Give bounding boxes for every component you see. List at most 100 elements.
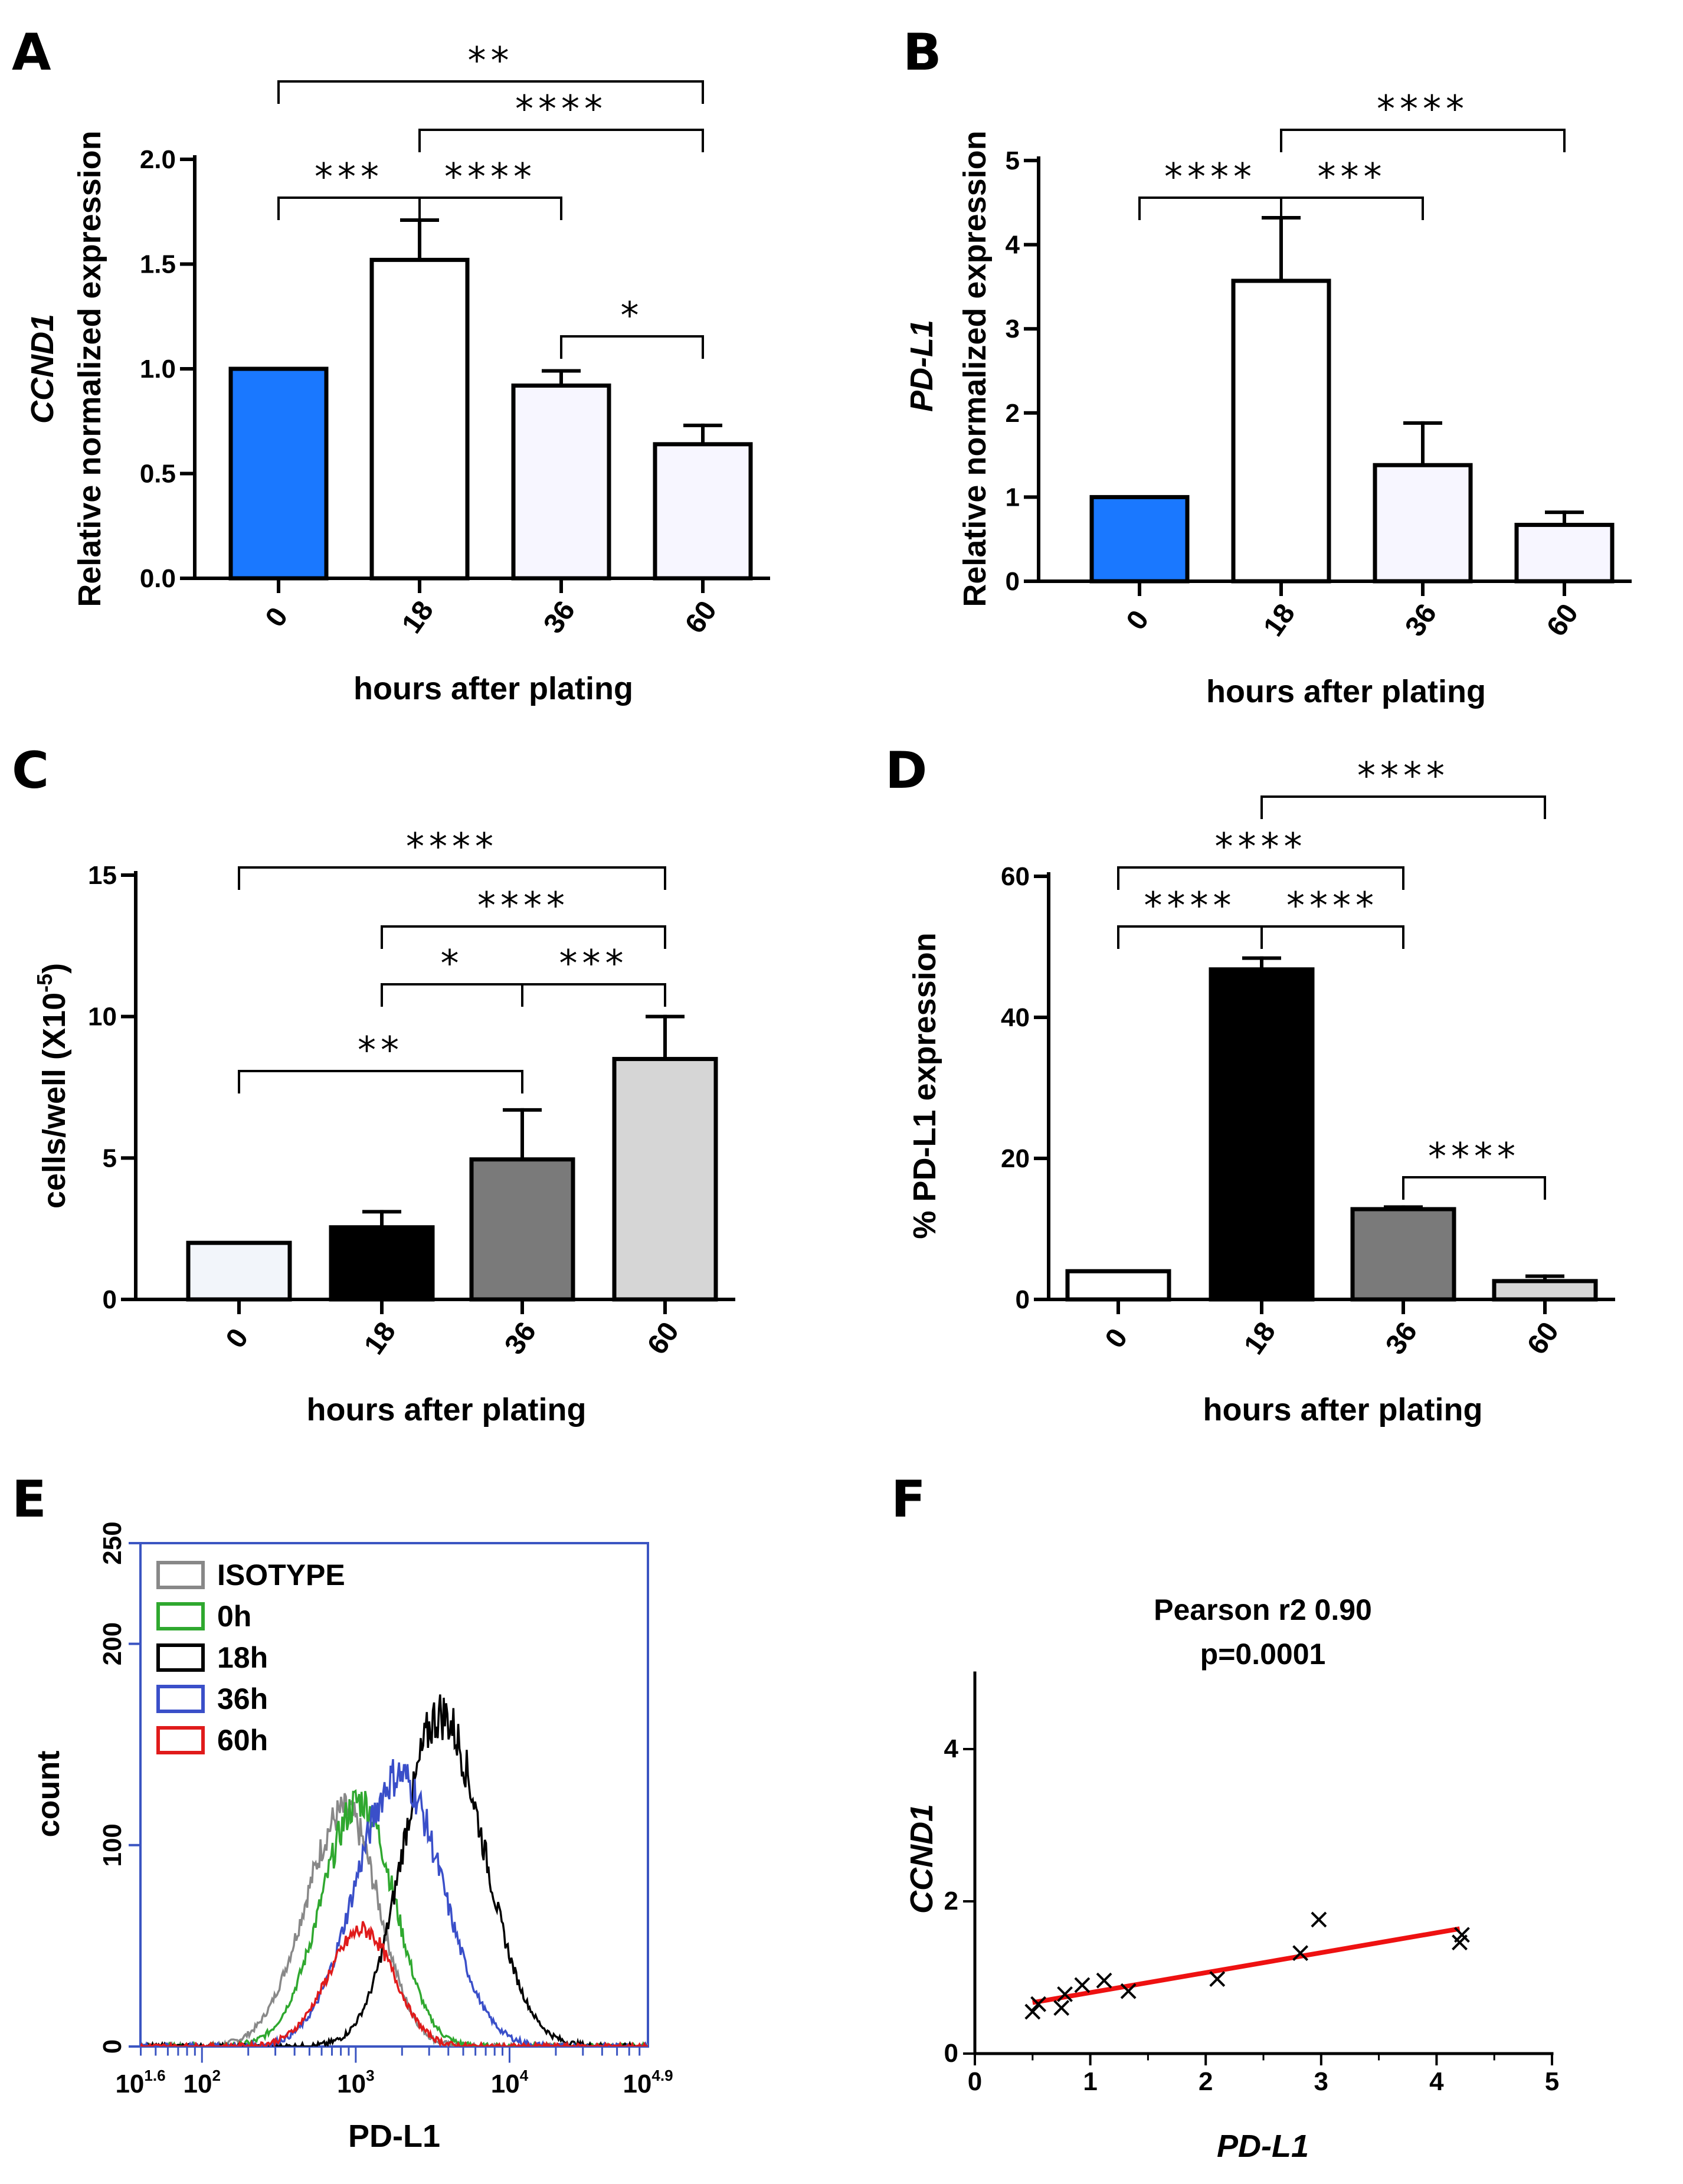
scatter-point: [1030, 1996, 1046, 2012]
x-tick-label: 4: [1429, 2067, 1444, 2096]
y-axis-label: CCND1: [904, 1804, 939, 1914]
bar-0: [228, 366, 329, 581]
point-stroke: [1292, 1945, 1309, 1962]
bar-60: [612, 1057, 718, 1302]
significance-stars: ****: [1377, 87, 1469, 130]
bar-18: [1209, 967, 1315, 1302]
panel-label: A: [12, 23, 51, 82]
y-axis-label: count: [31, 1751, 66, 1838]
y-axis-label: Relative normalized expression: [72, 130, 107, 607]
significance-stars: ****: [444, 155, 536, 198]
x-axis-label: hours after plating: [306, 1392, 586, 1427]
significance-bracket: [1280, 197, 1424, 220]
significance-stars: **: [358, 1029, 404, 1072]
x-tick-label: 0: [1121, 605, 1155, 636]
gene-label: PD-L1: [904, 320, 939, 412]
x-tick-label: 36: [538, 595, 581, 639]
y-tick-label: 2: [1006, 399, 1020, 428]
x-tick-base: 10: [115, 2070, 144, 2098]
significance-stars: ***: [1318, 155, 1387, 198]
bar-18: [369, 257, 470, 581]
scatter-point: [1454, 1927, 1470, 1943]
y-tick-label: 10: [88, 1003, 117, 1032]
scatter-point: [1096, 1972, 1112, 1989]
bar-36: [1350, 1207, 1456, 1302]
y-axis-label: Relative normalized expression: [957, 130, 993, 607]
legend-label: ISOTYPE: [217, 1558, 345, 1592]
significance-bracket: [1117, 866, 1404, 890]
y-axis-label-sup: -5: [32, 974, 57, 993]
legend-label: 36h: [217, 1682, 268, 1715]
x-axis-label: hours after plating: [353, 671, 633, 706]
x-axis-label: hours after plating: [1206, 674, 1486, 709]
x-tick-base: 10: [491, 2070, 520, 2098]
x-tick-label: 18: [1258, 598, 1301, 642]
significance-stars: ****: [1286, 884, 1379, 927]
x-tick-exp: 1.6: [144, 2067, 165, 2084]
x-tick-label: 0: [260, 602, 294, 633]
bar-0: [1089, 495, 1190, 584]
x-tick-exp: 4.9: [651, 2067, 673, 2084]
panel-label: F: [891, 1470, 926, 1529]
point-stroke: [1454, 1927, 1470, 1943]
y-tick-label: 100: [98, 1823, 127, 1867]
x-tick-label: 60: [679, 595, 723, 639]
chart-subtitle: p=0.0001: [1200, 1638, 1326, 1671]
significance-stars: ****: [1215, 825, 1307, 868]
x-tick-label: 0: [1099, 1323, 1134, 1354]
x-tick-label: 0: [220, 1323, 255, 1354]
y-tick-label: 5: [103, 1144, 117, 1173]
bar-18: [329, 1225, 435, 1302]
significance-bracket: [277, 80, 704, 104]
bar-0: [1065, 1269, 1171, 1302]
legend-swatch: [156, 1643, 205, 1672]
scatter-point: [1074, 1977, 1091, 1993]
significance-bracket: [381, 925, 666, 949]
significance-bracket: [418, 197, 562, 220]
x-tick-label: 101.6: [115, 2067, 165, 2098]
x-tick-label: 36: [1399, 598, 1443, 642]
scatter-point: [1209, 1971, 1226, 1987]
point-stroke: [1096, 1972, 1112, 1989]
significance-bracket: [560, 335, 704, 359]
significance-bracket: [238, 866, 666, 890]
significance-bracket: [277, 197, 421, 220]
y-tick-label: 2: [944, 1887, 958, 1915]
significance-bracket: [1260, 925, 1404, 949]
significance-stars: *: [441, 942, 464, 985]
significance-bracket: [1280, 129, 1566, 152]
bar-60: [1514, 522, 1615, 584]
x-tick-exp: 4: [520, 2067, 529, 2084]
x-tick-label: 60: [1541, 598, 1584, 642]
scatter-point: [1024, 2003, 1041, 2020]
histogram-0h: [140, 1789, 648, 2047]
y-tick-label: 2.0: [140, 145, 176, 174]
scatter-point: [1311, 1911, 1327, 1928]
y-tick-label: 250: [98, 1521, 127, 1564]
x-tick-label: 60: [641, 1317, 685, 1360]
significance-stars: ****: [477, 884, 569, 927]
x-axis-label: PD-L1: [1217, 2129, 1309, 2164]
panel-f: F 0 2 4 0 1 2 3 4 5 Pearson r2 0.90 p=0.0001 PD-L1 CC…: [891, 1470, 1559, 2164]
significance-stars: ****: [1164, 155, 1256, 198]
histogram-ISOTYPE: [140, 1793, 648, 2047]
scatter-point: [1053, 2000, 1070, 2016]
chart-title: Pearson r2 0.90: [1154, 1593, 1372, 1626]
x-tick-label: 18: [1238, 1317, 1282, 1360]
legend-swatch: [156, 1685, 205, 1713]
plot-frame: [139, 1542, 649, 2048]
x-tick-base: 10: [337, 2070, 366, 2098]
significance-bracket: [1117, 925, 1263, 949]
point-stroke: [1053, 2000, 1070, 2016]
x-axis-label: PD-L1: [348, 2118, 440, 2154]
significance-bracket: [521, 983, 666, 1007]
panel-label: E: [12, 1470, 47, 1529]
x-tick-label: 18: [396, 595, 440, 639]
point-stroke: [1074, 1977, 1091, 1993]
y-tick-label: 15: [88, 861, 117, 890]
x-tick-label: 1: [1083, 2067, 1097, 2096]
x-tick-base: 10: [184, 2070, 212, 2098]
legend-swatch: [156, 1726, 205, 1754]
